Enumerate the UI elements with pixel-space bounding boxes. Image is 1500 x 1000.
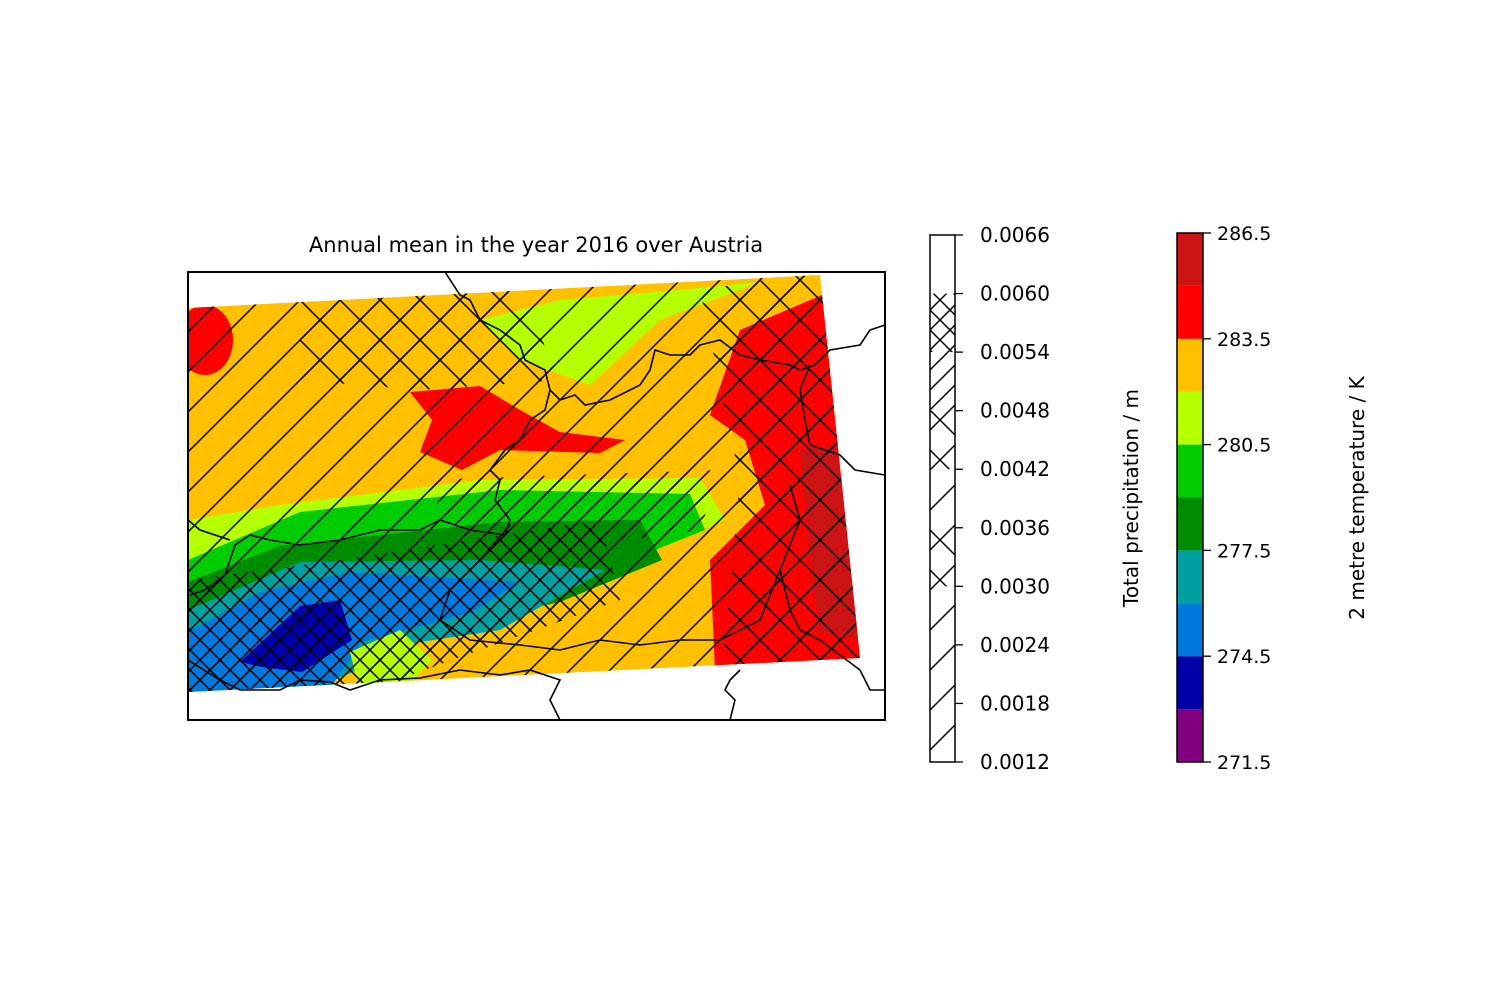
colorbar-segment [1177, 709, 1203, 762]
colorbar-segment [930, 235, 955, 294]
hatch [700, 275, 860, 692]
colorbar-segment [930, 293, 955, 353]
chart-title: Annual mean in the year 2016 over Austri… [309, 233, 763, 257]
tick-label: 0.0060 [980, 282, 1050, 306]
colorbar-segment [1177, 603, 1203, 657]
temperature-colorbar: 271.5 274.5 277.5 280.5 283.5 286.5 [1176, 223, 1271, 774]
tick-label: 0.0054 [980, 340, 1050, 364]
hatch [420, 470, 720, 560]
temperature-field [188, 275, 860, 692]
colorbar-label: Total precipitation / m [1119, 389, 1143, 608]
tick-label: 271.5 [1217, 752, 1271, 774]
tick-label: 0.0030 [980, 574, 1050, 598]
tick-label: 0.0018 [980, 691, 1050, 715]
colorbar-segment [1177, 444, 1203, 498]
colorbar-frame [1176, 232, 1204, 763]
colorbar-segment [930, 586, 955, 645]
colorbar-frame [929, 234, 956, 763]
colorbar-segment [930, 703, 955, 762]
colorbar-segment [930, 527, 955, 587]
hatch [300, 290, 560, 390]
colorbar-segment [1177, 497, 1203, 551]
colorbar-label: 2 metre temperature / K [1345, 375, 1369, 619]
precipitation-colorbar: 0.0012 0.0018 0.0024 0.0030 0.0036 0.0042 0.00… [929, 223, 1050, 774]
map [188, 272, 885, 720]
tick-label: 280.5 [1217, 435, 1271, 457]
colorbar-segment [1177, 285, 1203, 339]
colorbar-segment [1177, 233, 1203, 286]
colorbar-segment [1177, 338, 1203, 392]
tick-label: 0.0048 [980, 399, 1050, 423]
hatch [188, 520, 620, 692]
tick-label: 286.5 [1217, 223, 1271, 245]
colorbar-segment [1177, 550, 1203, 604]
tick-label: 274.5 [1217, 646, 1271, 668]
tick-label: 0.0042 [980, 457, 1050, 481]
tick-label: 0.0066 [980, 223, 1050, 247]
colorbar-segment [930, 410, 955, 470]
tick-label: 0.0036 [980, 516, 1050, 540]
colorbar-segment [1177, 656, 1203, 710]
tick-label: 283.5 [1217, 329, 1271, 351]
map-frame [187, 271, 886, 721]
colorbar-segment [1177, 391, 1203, 445]
colorbar-segment [930, 469, 955, 528]
country-borders [188, 272, 885, 720]
tick-label: 0.0024 [980, 633, 1050, 657]
tick-label: 0.0012 [980, 750, 1050, 774]
colorbar-segment [930, 352, 955, 411]
tick-label: 277.5 [1217, 540, 1271, 562]
colorbar-segment [930, 644, 955, 704]
